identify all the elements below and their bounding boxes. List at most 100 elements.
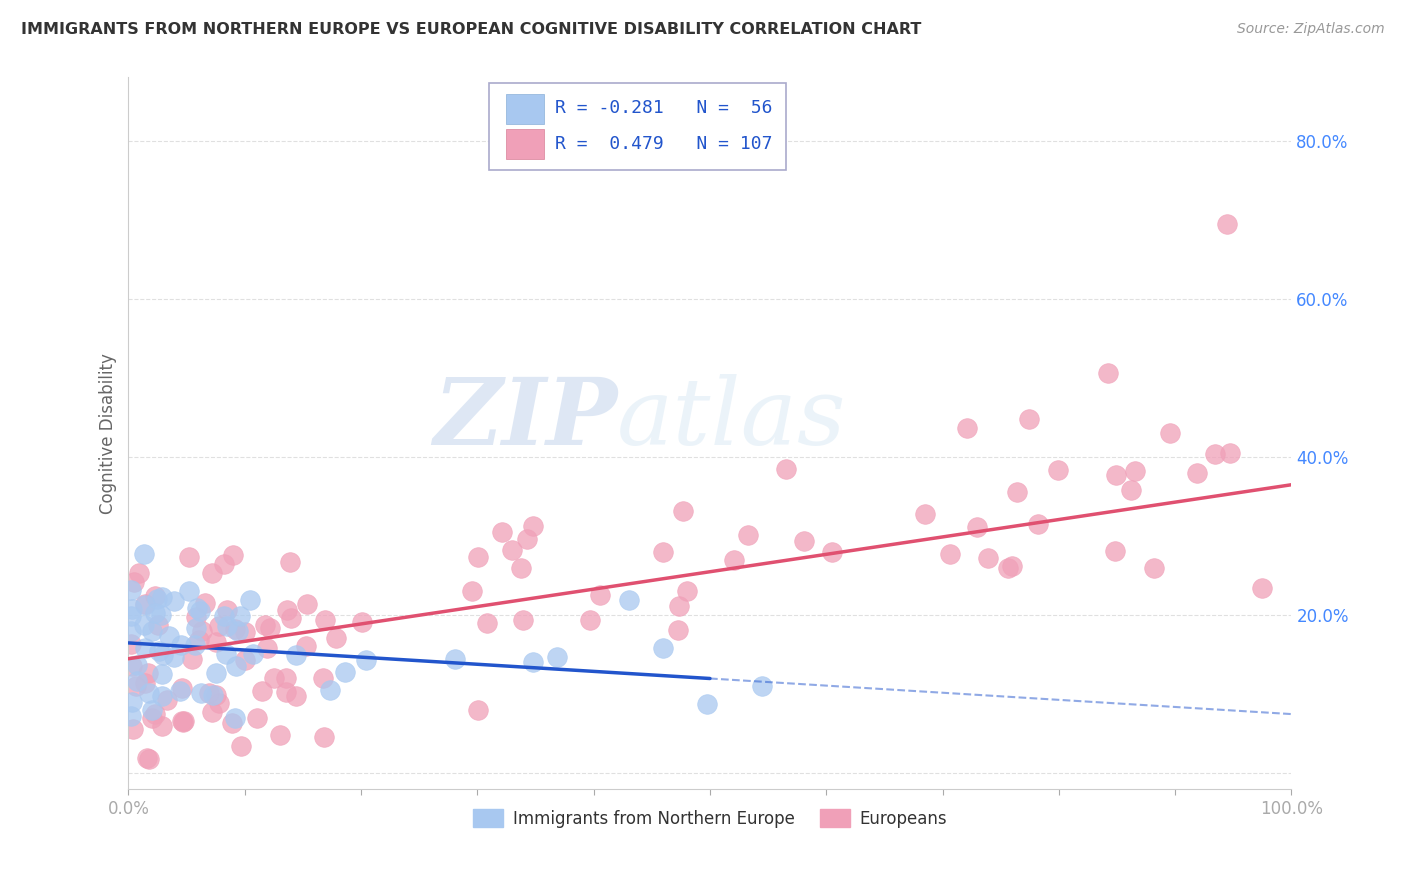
Point bbox=[143, 706, 166, 721]
Text: R =  0.479   N = 107: R = 0.479 N = 107 bbox=[555, 135, 773, 153]
Text: IMMIGRANTS FROM NORTHERN EUROPE VS EUROPEAN COGNITIVE DISABILITY CORRELATION CHA: IMMIGRANTS FROM NORTHERN EUROPE VS EUROP… bbox=[21, 22, 921, 37]
Point bbox=[252, 684, 274, 698]
Point bbox=[150, 690, 173, 704]
Point bbox=[333, 665, 356, 680]
Point bbox=[1216, 217, 1239, 231]
Point bbox=[276, 603, 298, 617]
Point bbox=[259, 622, 281, 636]
Point bbox=[977, 550, 1000, 565]
Text: atlas: atlas bbox=[617, 374, 846, 464]
Point bbox=[723, 553, 745, 567]
Point bbox=[280, 611, 302, 625]
Point bbox=[1123, 465, 1146, 479]
Point bbox=[651, 640, 673, 655]
Point bbox=[512, 613, 534, 627]
Point bbox=[1097, 366, 1119, 380]
Point bbox=[141, 703, 163, 717]
Point bbox=[138, 752, 160, 766]
Point bbox=[522, 519, 544, 533]
Text: Source: ZipAtlas.com: Source: ZipAtlas.com bbox=[1237, 22, 1385, 37]
Point bbox=[201, 566, 224, 580]
Point bbox=[589, 588, 612, 602]
Point bbox=[224, 622, 246, 636]
Point bbox=[253, 617, 276, 632]
Point bbox=[138, 686, 160, 700]
Point bbox=[579, 614, 602, 628]
Point bbox=[143, 589, 166, 603]
Point bbox=[191, 624, 214, 638]
Point bbox=[284, 689, 307, 703]
Point bbox=[501, 542, 523, 557]
Point bbox=[172, 681, 194, 695]
Point bbox=[668, 599, 690, 614]
Point bbox=[242, 647, 264, 661]
Point bbox=[157, 629, 180, 643]
Point bbox=[491, 524, 513, 539]
Point bbox=[150, 719, 173, 733]
Point bbox=[522, 655, 544, 669]
Point bbox=[127, 658, 149, 673]
Point bbox=[179, 549, 201, 564]
Point bbox=[122, 575, 145, 590]
Point bbox=[148, 618, 170, 632]
Point bbox=[1119, 483, 1142, 497]
Point bbox=[205, 635, 228, 649]
Point bbox=[233, 624, 256, 639]
Point bbox=[295, 598, 318, 612]
Point bbox=[467, 549, 489, 564]
Point bbox=[475, 615, 498, 630]
Point bbox=[546, 650, 568, 665]
Legend: Immigrants from Northern Europe, Europeans: Immigrants from Northern Europe, Europea… bbox=[465, 803, 953, 834]
Point bbox=[315, 613, 337, 627]
Point bbox=[121, 695, 143, 709]
Point bbox=[143, 607, 166, 621]
Point bbox=[914, 507, 936, 521]
Point bbox=[246, 711, 269, 725]
Point bbox=[212, 557, 235, 571]
Point bbox=[1046, 463, 1069, 477]
Point bbox=[134, 598, 156, 612]
Point bbox=[666, 624, 689, 638]
Point bbox=[134, 597, 156, 611]
Point bbox=[163, 594, 186, 608]
Point bbox=[194, 596, 217, 610]
Point bbox=[276, 672, 298, 686]
Point bbox=[1026, 516, 1049, 531]
Point bbox=[141, 624, 163, 638]
Point bbox=[146, 591, 169, 606]
FancyBboxPatch shape bbox=[489, 83, 786, 170]
Point bbox=[183, 638, 205, 652]
Point bbox=[939, 547, 962, 561]
Point bbox=[120, 624, 142, 638]
Point bbox=[156, 693, 179, 707]
Point bbox=[696, 697, 718, 711]
Point bbox=[186, 600, 208, 615]
Point bbox=[152, 667, 174, 681]
Point bbox=[217, 603, 239, 617]
Point bbox=[312, 671, 335, 685]
Point bbox=[263, 671, 285, 685]
Point bbox=[619, 593, 641, 607]
Point bbox=[1001, 558, 1024, 573]
Point bbox=[121, 722, 143, 736]
Point bbox=[163, 650, 186, 665]
Text: R = -0.281   N =  56: R = -0.281 N = 56 bbox=[555, 99, 773, 117]
Point bbox=[284, 648, 307, 662]
Point bbox=[226, 624, 249, 638]
Point bbox=[150, 590, 173, 604]
Point bbox=[120, 609, 142, 624]
Point bbox=[121, 658, 143, 673]
Point bbox=[186, 621, 208, 635]
Point bbox=[325, 631, 347, 645]
Point bbox=[222, 548, 245, 562]
Point bbox=[676, 583, 699, 598]
Point bbox=[212, 609, 235, 624]
Point bbox=[1219, 446, 1241, 460]
Point bbox=[239, 593, 262, 607]
Point bbox=[1018, 412, 1040, 426]
Point bbox=[1143, 561, 1166, 575]
Point bbox=[150, 608, 173, 623]
Point bbox=[190, 686, 212, 700]
Point bbox=[467, 703, 489, 717]
Point bbox=[509, 561, 531, 575]
